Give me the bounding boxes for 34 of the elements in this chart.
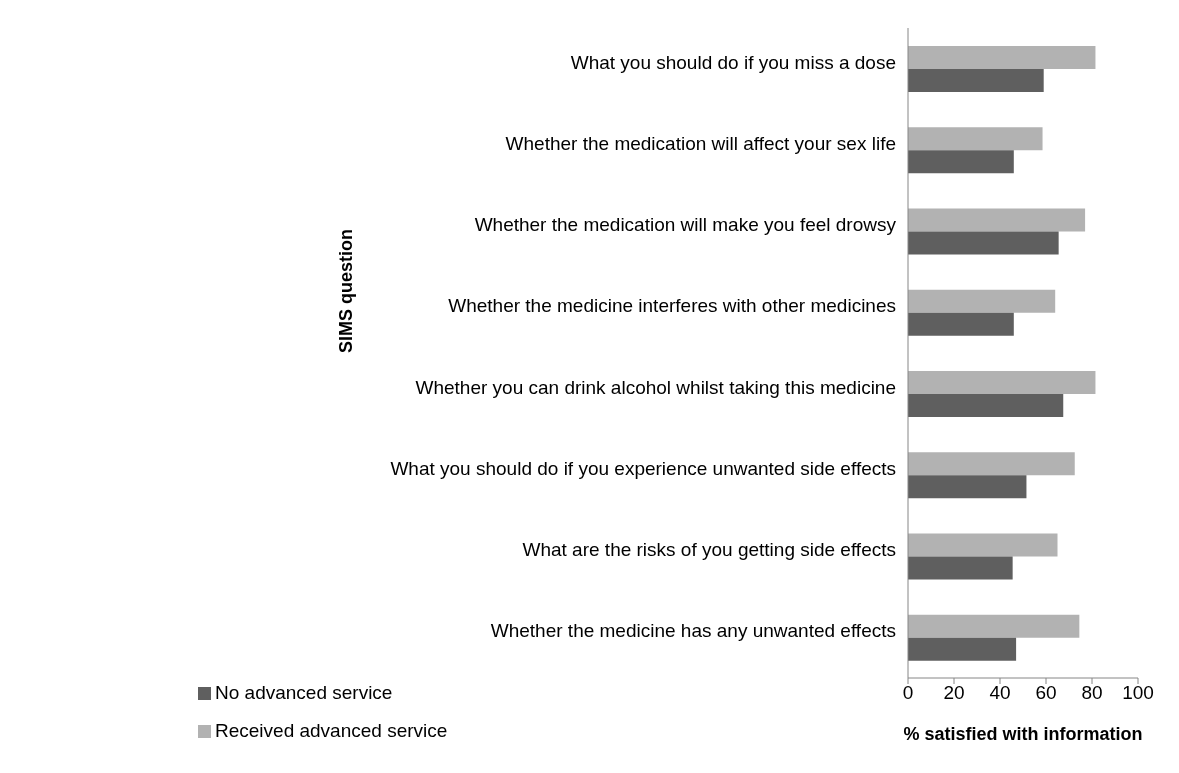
y-axis-title: SIMS question [336,228,357,353]
bar [908,614,1080,638]
bar [908,475,1027,499]
x-tick-label: 80 [1081,682,1103,704]
legend-label: No advanced service [215,682,393,703]
bar [908,45,1096,69]
bar [908,556,1013,580]
y-tick-label: What you should do if you miss a dose [570,51,896,73]
bar [908,637,1017,661]
bar [908,312,1014,336]
y-tick-label: Whether you can drink alcohol whilst taking this medicine [415,376,896,398]
legend-label: Received advanced service [215,720,448,741]
bar [908,452,1075,476]
bar [908,370,1096,394]
y-tick-label: Whether the medicine has any unwanted effects [490,620,896,642]
y-tick-label: Whether the medication will affect your sex life [505,132,896,154]
y-tick-label: What are the risks of you getting side effects [522,539,896,561]
bar [908,231,1059,255]
x-tick-label: 0 [902,682,914,704]
x-tick-label: 100 [1122,682,1154,704]
y-tick-label: Whether the medication will make you feel drowsy [474,214,897,236]
bar [908,150,1014,174]
bar [908,393,1064,417]
y-tick-label: What you should do if you experience unwanted side effects [390,457,896,479]
bar [908,127,1043,151]
x-tick-label: 40 [989,682,1011,704]
bar [908,289,1056,313]
bar [908,68,1044,92]
bar [908,533,1058,557]
y-tick-label: Whether the medicine interferes with other medicines [448,295,896,317]
x-axis-title: % satisfied with information [903,724,1143,744]
x-tick-label: 20 [943,682,965,704]
bar [908,208,1086,232]
x-tick-label: 60 [1035,682,1057,704]
